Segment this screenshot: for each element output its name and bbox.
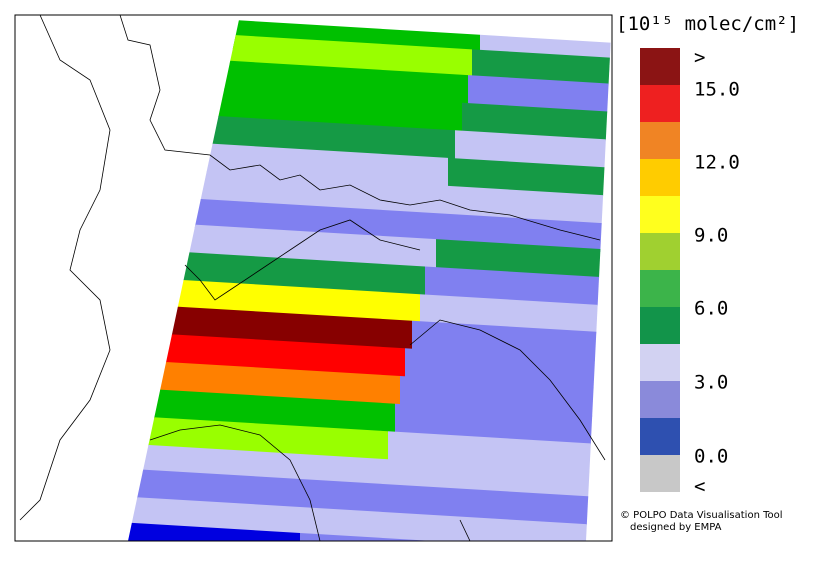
colorbar-label: <	[694, 476, 705, 498]
colorbar: >15.0 12.0 9.0 6.0 3.0 0.0 <	[640, 47, 740, 498]
swath-stripe	[128, 21, 472, 79]
swath-stripe	[420, 294, 612, 340]
swath-stripe	[128, 436, 384, 489]
credit-line: designed by EMPA	[630, 522, 722, 533]
swath-stripe	[128, 296, 412, 350]
colorbar-swatch	[640, 233, 680, 270]
swath-stripe	[128, 515, 300, 541]
colorbar-label: 3.0	[694, 372, 728, 394]
borders	[19, 15, 606, 541]
swath-stripe	[128, 461, 612, 532]
colorbar-label: 12.0	[694, 152, 740, 174]
colorbar-swatch	[640, 122, 680, 159]
swath-stripe	[128, 213, 436, 269]
swath	[128, 15, 612, 541]
swath-stripe	[128, 47, 468, 105]
colorbar-label: 15.0	[694, 79, 740, 101]
unit-label: [10¹⁵ molec/cm²]	[616, 13, 799, 35]
swath-stripe	[128, 408, 388, 461]
colorbar-swatch	[640, 307, 680, 344]
swath-stripe	[128, 380, 395, 433]
swath-stripe	[436, 239, 612, 284]
swath-stripe	[128, 489, 612, 541]
swath-stripe	[448, 157, 612, 202]
colorbar-swatch	[640, 418, 680, 455]
swath-stripe	[395, 403, 612, 451]
swath-stripe	[455, 130, 612, 174]
swath-stripe	[425, 266, 612, 312]
credit-line: © POLPO Data Visualisation Tool	[620, 510, 783, 521]
colorbar-swatch	[640, 85, 680, 122]
swath-stripe	[128, 324, 405, 378]
colorbar-swatch	[640, 196, 680, 233]
colorbar-swatch	[640, 381, 680, 418]
swath-stripe	[405, 348, 612, 395]
colorbar-swatch	[640, 455, 680, 492]
swath-stripe	[128, 131, 448, 187]
swath-stripe	[128, 352, 400, 405]
swath-stripe	[400, 376, 612, 423]
colorbar-label: 6.0	[694, 298, 728, 320]
colorbar-label: 0.0	[694, 446, 728, 468]
swath-stripe	[128, 103, 455, 160]
swath-stripe	[128, 75, 462, 132]
swath-stripe	[384, 459, 612, 507]
colorbar-swatch	[640, 159, 680, 196]
colorbar-label: >	[694, 47, 705, 69]
colorbar-swatch	[640, 48, 680, 85]
colorbar-swatch	[640, 344, 680, 381]
swath-stripe	[128, 269, 420, 324]
swath-stripe	[388, 431, 612, 479]
colorbar-label: 9.0	[694, 225, 728, 247]
swath-stripe	[128, 241, 425, 296]
map-frame	[14, 14, 613, 542]
colorbar-swatch	[640, 270, 680, 307]
